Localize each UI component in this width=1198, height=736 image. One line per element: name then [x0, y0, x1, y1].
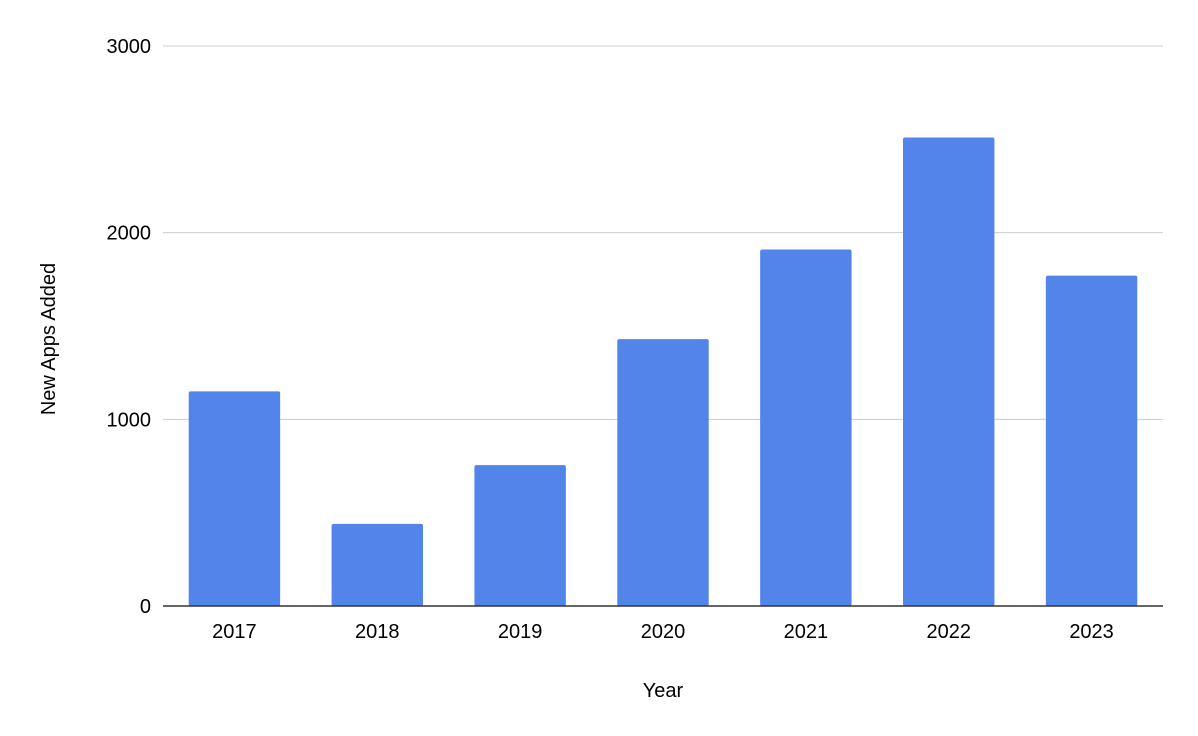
x-tick-label: 2021 [784, 621, 829, 643]
bar-2018[interactable] [331, 523, 423, 606]
bar-2022[interactable] [903, 137, 995, 606]
x-tick-label: 2018 [355, 621, 400, 643]
x-axis-ticks: 2017 2018 2019 2020 2021 2022 2023 [212, 621, 1114, 643]
y-axis-title: New Apps Added [38, 263, 60, 415]
x-tick-label: 2022 [926, 621, 971, 643]
x-tick-label: 2020 [641, 621, 686, 643]
bar-2020[interactable] [617, 339, 709, 606]
x-axis-title: Year [643, 680, 684, 702]
x-tick-label: 2017 [212, 621, 257, 643]
bar-2023[interactable] [1045, 275, 1138, 606]
y-axis-ticks: 0 1000 2000 3000 [107, 36, 152, 618]
x-tick-label: 2023 [1069, 621, 1114, 643]
y-tick-label: 2000 [107, 223, 152, 245]
bar-2019[interactable] [474, 465, 566, 606]
x-tick-label: 2019 [498, 621, 543, 643]
y-tick-label: 3000 [107, 36, 152, 58]
y-tick-label: 1000 [107, 409, 152, 431]
bar-2017[interactable] [188, 391, 281, 606]
bars [188, 137, 1138, 606]
bar-2021[interactable] [760, 249, 852, 606]
y-tick-label: 0 [140, 596, 151, 618]
